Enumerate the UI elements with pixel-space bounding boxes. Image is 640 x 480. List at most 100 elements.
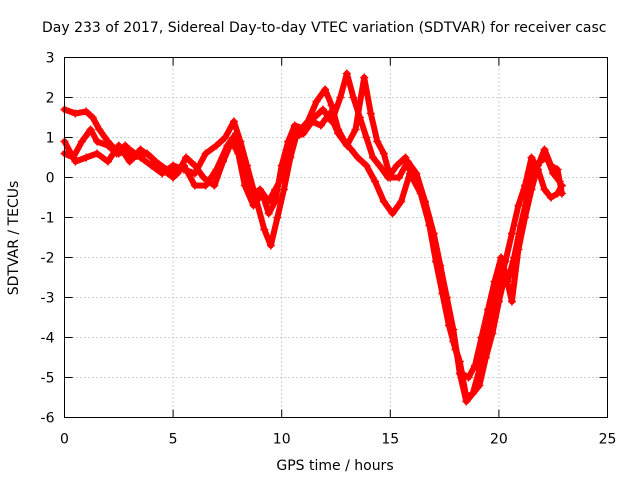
data-point-marker bbox=[471, 361, 480, 370]
data-point-marker bbox=[527, 153, 536, 162]
data-point-marker bbox=[533, 161, 542, 170]
data-point-marker bbox=[362, 133, 371, 142]
x-axis-label: GPS time / hours bbox=[276, 458, 393, 474]
data-point-marker bbox=[264, 197, 273, 206]
data-point-marker bbox=[71, 109, 80, 118]
data-point-marker bbox=[312, 97, 321, 106]
data-point-marker bbox=[158, 165, 167, 174]
data-point-marker bbox=[514, 245, 523, 254]
y-tick-label: -6 bbox=[41, 411, 55, 427]
data-series-track-3 bbox=[60, 73, 566, 406]
data-point-marker bbox=[347, 145, 356, 154]
y-tick-label: -5 bbox=[41, 371, 55, 387]
data-point-marker bbox=[362, 161, 371, 170]
data-point-marker bbox=[351, 125, 360, 134]
data-point-marker bbox=[481, 353, 490, 362]
data-point-marker bbox=[421, 197, 430, 206]
y-axis-label: SDTVAR / TECUs bbox=[6, 181, 22, 296]
data-point-marker bbox=[455, 369, 464, 378]
x-tick-label: 20 bbox=[490, 432, 508, 448]
data-point-marker bbox=[201, 181, 210, 190]
data-point-marker bbox=[497, 253, 506, 262]
data-point-marker bbox=[412, 169, 421, 178]
data-point-marker bbox=[462, 397, 471, 406]
data-point-marker bbox=[392, 161, 401, 170]
data-point-marker bbox=[520, 213, 529, 222]
data-point-marker bbox=[403, 157, 412, 166]
data-point-marker bbox=[71, 157, 80, 166]
y-tick-label: 3 bbox=[46, 51, 55, 67]
x-tick-label: 0 bbox=[60, 432, 69, 448]
x-tick-label: 15 bbox=[381, 432, 399, 448]
data-point-marker bbox=[240, 165, 249, 174]
data-point-marker bbox=[368, 153, 377, 162]
data-point-marker bbox=[86, 125, 95, 134]
data-point-marker bbox=[169, 173, 178, 182]
data-point-marker bbox=[342, 69, 351, 78]
data-point-marker bbox=[201, 149, 210, 158]
data-point-marker bbox=[388, 209, 397, 218]
y-tick-label: -1 bbox=[41, 211, 55, 227]
data-point-marker bbox=[88, 113, 97, 122]
data-point-marker bbox=[394, 173, 403, 182]
data-point-marker bbox=[353, 153, 362, 162]
data-point-marker bbox=[136, 145, 145, 154]
data-point-marker bbox=[527, 185, 536, 194]
data-point-marker bbox=[95, 125, 104, 134]
data-point-marker bbox=[199, 173, 208, 182]
data-point-marker bbox=[488, 329, 497, 338]
data-point-marker bbox=[260, 225, 269, 234]
data-point-marker bbox=[255, 185, 264, 194]
data-point-marker bbox=[494, 297, 503, 306]
data-point-marker bbox=[279, 185, 288, 194]
y-tick-label: -3 bbox=[41, 291, 55, 307]
data-point-marker bbox=[249, 201, 258, 210]
chart-title: Day 233 of 2017, Sidereal Day-to-day VTE… bbox=[42, 20, 606, 36]
data-point-marker bbox=[540, 185, 549, 194]
data-point-marker bbox=[316, 121, 325, 130]
data-point-marker bbox=[93, 149, 102, 158]
data-point-marker bbox=[373, 137, 382, 146]
data-point-marker bbox=[477, 333, 486, 342]
data-point-marker bbox=[464, 373, 473, 382]
data-point-marker bbox=[349, 93, 358, 102]
data-point-marker bbox=[147, 161, 156, 170]
data-point-marker bbox=[93, 137, 102, 146]
data-point-marker bbox=[299, 129, 308, 138]
data-point-marker bbox=[308, 117, 317, 126]
data-point-marker bbox=[379, 197, 388, 206]
data-point-marker bbox=[277, 173, 286, 182]
data-point-marker bbox=[103, 157, 112, 166]
series-layer bbox=[60, 69, 566, 406]
data-point-marker bbox=[547, 193, 556, 202]
data-point-marker bbox=[449, 325, 458, 334]
y-tick-label: -2 bbox=[41, 251, 55, 267]
data-point-marker bbox=[210, 181, 219, 190]
x-tick-label: 25 bbox=[599, 432, 617, 448]
data-point-marker bbox=[436, 261, 445, 270]
data-point-marker bbox=[212, 165, 221, 174]
tick-layer: 0 5 10 15 20 25 -6 -5 -4 -3 -2 -1 0 1 2 3 bbox=[41, 51, 617, 448]
data-point-marker bbox=[553, 165, 562, 174]
data-point-marker bbox=[266, 241, 275, 250]
data-point-marker bbox=[334, 129, 343, 138]
data-point-marker bbox=[190, 161, 199, 170]
data-point-marker bbox=[182, 153, 191, 162]
data-point-marker bbox=[366, 109, 375, 118]
plot-frame bbox=[64, 57, 608, 418]
data-point-marker bbox=[103, 141, 112, 150]
data-point-marker bbox=[82, 153, 91, 162]
data-point-marker bbox=[190, 181, 199, 190]
data-point-marker bbox=[507, 229, 516, 238]
data-point-marker bbox=[375, 161, 384, 170]
y-tick-label: 1 bbox=[46, 131, 55, 147]
data-point-marker bbox=[179, 161, 188, 170]
data-point-marker bbox=[229, 117, 238, 126]
data-point-marker bbox=[77, 137, 86, 146]
data-point-marker bbox=[212, 141, 221, 150]
data-point-marker bbox=[360, 73, 369, 82]
data-point-marker bbox=[169, 161, 178, 170]
y-tick-label: -4 bbox=[41, 331, 55, 347]
data-point-marker bbox=[540, 145, 549, 154]
